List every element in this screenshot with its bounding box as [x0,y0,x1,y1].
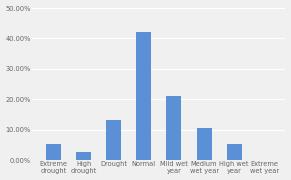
Bar [46,144,61,160]
Bar [106,120,121,160]
Bar [196,128,212,160]
Bar [227,144,242,160]
Bar [136,32,151,160]
Bar [166,96,182,160]
Bar [76,152,91,160]
